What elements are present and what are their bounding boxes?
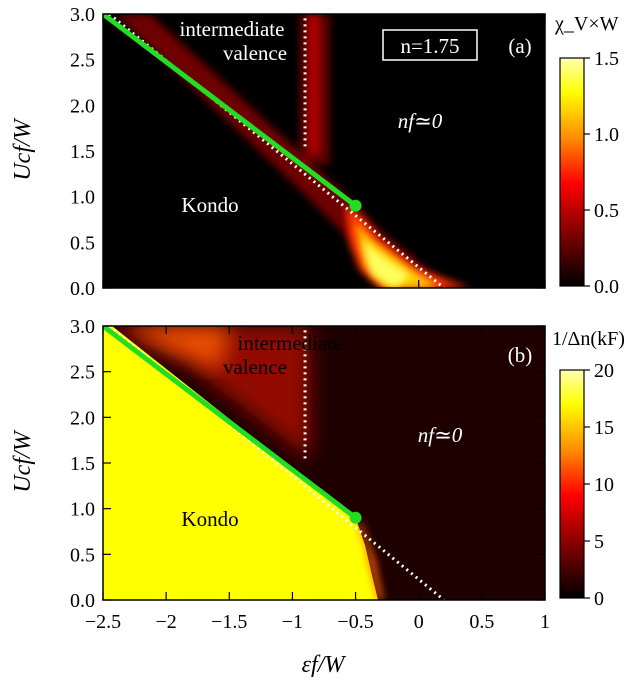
x-ticks-b: −2.5 −2 −1.5 −1 −0.5 0 0.5 1 bbox=[85, 14, 550, 633]
heatmap-a-vertical-core bbox=[308, 14, 320, 154]
label-nf-a: nf≃0 bbox=[398, 109, 443, 133]
x-tick-label: 1 bbox=[540, 611, 550, 633]
colorbar-ticks-a: 0.0 0.5 1.0 1.5 bbox=[584, 48, 619, 298]
heatmap-a-critical-bright bbox=[362, 240, 410, 288]
green-boundary-b bbox=[103, 326, 358, 520]
y-tick-label: 0.0 bbox=[70, 590, 95, 612]
panel-b: intermediate valence Kondo nf≃0 (b) 1/Δn… bbox=[102, 325, 625, 610]
heatmap-b-kondo-edge bbox=[356, 519, 383, 600]
label-intermediate-a: intermediate bbox=[180, 17, 285, 41]
y-tick-label: 1.0 bbox=[70, 499, 95, 521]
colorbar-a bbox=[559, 57, 585, 287]
x-tick-label: −0.5 bbox=[337, 611, 373, 633]
label-valence-a: valence bbox=[223, 41, 287, 65]
colorbar-tick-label: 5 bbox=[594, 531, 604, 553]
panel-a: intermediate valence Kondo nf≃0 n=1.75 (… bbox=[102, 13, 619, 298]
y-tick-label: 3.0 bbox=[70, 4, 95, 26]
colorbar-title-a: χ_V×W bbox=[554, 13, 619, 35]
colorbar-tick-label: 1.0 bbox=[594, 124, 619, 146]
heatmap-a bbox=[103, 14, 545, 288]
colorbar-b bbox=[559, 369, 585, 599]
x-tick-label: −2.5 bbox=[85, 611, 121, 633]
y-axis-label-b: Ucf/W bbox=[10, 429, 36, 492]
y-tick-label: 3.0 bbox=[70, 316, 95, 338]
overlay-b bbox=[103, 326, 445, 600]
y-tick-label: 2.0 bbox=[70, 407, 95, 429]
y-ticks-b: 0.0 0.5 1.0 1.5 2.0 2.5 3.0 bbox=[70, 316, 545, 612]
label-intermediate-b: intermediate bbox=[238, 331, 343, 355]
y-tick-label: 2.5 bbox=[70, 362, 95, 384]
colorbar-tick-label: 0 bbox=[594, 588, 604, 610]
green-boundary-a bbox=[103, 14, 358, 208]
y-tick-label: 0.5 bbox=[70, 232, 95, 254]
y-tick-label: 2.0 bbox=[70, 95, 95, 117]
x-tick-label: 0.5 bbox=[469, 611, 494, 633]
y-tick-label: 1.5 bbox=[70, 453, 95, 475]
panel-label-b: (b) bbox=[508, 343, 533, 367]
y-axis-label-a: Ucf/W bbox=[10, 117, 36, 180]
label-valence-b: valence bbox=[223, 355, 287, 379]
heatmap-b-iv-glow bbox=[103, 326, 310, 460]
colorbar-title-b: 1/Δn(kF) bbox=[552, 328, 625, 350]
colorbar-tick-label: 10 bbox=[594, 474, 614, 496]
x-tick-label: −2 bbox=[156, 611, 177, 633]
heatmap-b bbox=[103, 326, 545, 600]
y-tick-label: 1.5 bbox=[70, 141, 95, 163]
label-kondo-b: Kondo bbox=[181, 507, 238, 531]
colorbar-tick-label: 20 bbox=[594, 360, 614, 382]
x-tick-label: −1.5 bbox=[211, 611, 247, 633]
colorbar-ticks-b: 0 5 10 15 20 bbox=[584, 360, 614, 610]
density-box-a bbox=[382, 29, 478, 61]
y-ticks-a: 0.0 0.5 1.0 1.5 2.0 2.5 3.0 bbox=[70, 4, 545, 300]
colorbar-tick-label: 15 bbox=[594, 417, 614, 439]
overlay-a bbox=[103, 14, 445, 288]
y-tick-label: 0.5 bbox=[70, 544, 95, 566]
panel-label-a: (a) bbox=[508, 34, 531, 58]
colorbar-tick-label: 0.0 bbox=[594, 276, 619, 298]
y-tick-label: 2.5 bbox=[70, 50, 95, 72]
endpoint-a bbox=[349, 199, 362, 212]
x-tick-label: 0 bbox=[414, 611, 424, 633]
x-tick-label: −1 bbox=[282, 611, 303, 633]
endpoint-b bbox=[349, 511, 362, 524]
label-kondo-a: Kondo bbox=[181, 193, 238, 217]
heatmap-b-iv-hot bbox=[120, 326, 230, 370]
colorbar-tick-label: 0.5 bbox=[594, 200, 619, 222]
y-tick-label: 1.0 bbox=[70, 187, 95, 209]
label-nf-b: nf≃0 bbox=[418, 423, 463, 447]
colorbar-tick-label: 1.5 bbox=[594, 48, 619, 70]
y-tick-label: 0.0 bbox=[70, 278, 95, 300]
density-label-a: n=1.75 bbox=[400, 34, 459, 58]
heatmap-b-kondo-region bbox=[103, 326, 378, 600]
x-axis-label: εf/W bbox=[302, 652, 347, 678]
